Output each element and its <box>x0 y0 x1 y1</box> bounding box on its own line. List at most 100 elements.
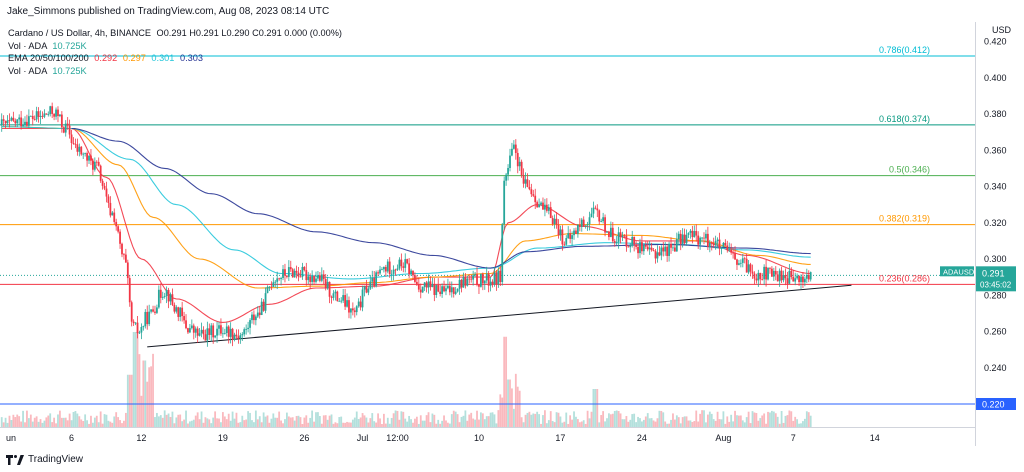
candle-body <box>561 229 564 245</box>
candle-body <box>757 272 760 281</box>
candle-body <box>93 161 96 170</box>
volume-bar <box>39 419 42 427</box>
scale-settings-area[interactable] <box>976 428 1024 447</box>
volume-bar <box>18 416 21 427</box>
candle-body <box>76 144 79 152</box>
volume-bar <box>414 418 416 427</box>
candle-body <box>573 230 575 236</box>
plot-area[interactable] <box>0 55 975 427</box>
volume-bar <box>658 410 661 427</box>
candle-body <box>351 308 354 311</box>
volume-bar <box>625 416 628 427</box>
candle-body <box>55 109 57 117</box>
candle-body <box>338 300 341 302</box>
candle-body <box>751 271 754 274</box>
candle-body <box>641 242 643 252</box>
volume-bar <box>216 418 218 427</box>
volume-bar <box>786 415 789 427</box>
legend-volume-row[interactable]: Vol · ADA 10.725K <box>8 40 342 53</box>
volume-bar <box>491 412 494 427</box>
candle-body <box>497 270 500 285</box>
candle-body <box>317 275 319 279</box>
candle-body <box>584 225 587 227</box>
candle-body <box>342 295 345 301</box>
candle-body <box>454 291 457 294</box>
candle-body <box>59 114 61 117</box>
candle-body <box>171 294 174 305</box>
candle-body <box>551 218 554 225</box>
volume-bar <box>452 410 455 427</box>
volume-bar <box>179 414 182 427</box>
candles[interactable] <box>0 102 812 347</box>
volume-bar <box>101 423 104 427</box>
volume-bar <box>412 422 414 427</box>
candle-body <box>27 116 30 126</box>
volume-bar <box>194 415 197 427</box>
volume-bar <box>571 419 573 427</box>
candle-body <box>516 152 519 167</box>
candle-body <box>450 287 453 293</box>
candle-body <box>778 270 781 282</box>
legend-ema-row[interactable]: EMA 20/50/100/200 0.292 0.297 0.301 0.30… <box>8 52 342 65</box>
volume-bar <box>97 422 100 427</box>
volume-bar <box>295 416 298 427</box>
candle-body <box>66 123 69 126</box>
volume-bar <box>410 419 412 427</box>
candle-body <box>249 320 251 328</box>
candle-body <box>361 289 364 308</box>
candle-body <box>441 286 443 295</box>
candle-body <box>394 269 397 271</box>
candle-body <box>177 307 180 317</box>
volume-bar <box>598 422 601 427</box>
volume-bar <box>419 415 422 427</box>
volume-bar <box>78 416 81 427</box>
volume-bar <box>509 379 511 427</box>
candle-body <box>687 232 690 235</box>
candle-body <box>604 217 606 233</box>
volume-bar <box>439 423 442 427</box>
candle-body <box>480 273 482 287</box>
volume-bar <box>526 412 529 427</box>
volume-bar <box>202 422 205 427</box>
candle-body <box>45 113 48 115</box>
candle-body <box>350 308 352 313</box>
volume-bar <box>480 412 482 427</box>
candle-body <box>64 123 67 133</box>
footer-branding[interactable]: TradingView <box>6 454 83 465</box>
candle-body <box>466 278 469 286</box>
candle-body <box>788 270 791 284</box>
ema-line[interactable] <box>1 126 811 280</box>
ema-line[interactable] <box>71 127 811 269</box>
candle-body <box>575 230 577 234</box>
x-tick-label: 12 <box>136 433 146 443</box>
volume-bar <box>699 413 702 427</box>
volume-bar <box>363 415 366 427</box>
volume-bar <box>318 416 321 427</box>
ema-line[interactable] <box>1 127 811 323</box>
volume-bar <box>749 423 752 427</box>
volume-bar <box>705 422 707 427</box>
candle-body <box>254 316 257 321</box>
candle-body <box>470 278 473 280</box>
volume-bar <box>448 423 451 427</box>
candle-body <box>499 270 502 283</box>
candle-body <box>637 246 639 254</box>
legend-volume2-row[interactable]: Vol · ADA 10.725K <box>8 65 342 78</box>
volume-bar <box>648 418 651 427</box>
volume-bar <box>119 420 121 427</box>
candle-body <box>142 326 145 327</box>
candle-body <box>670 243 672 248</box>
volume-bar <box>185 410 187 427</box>
volume-bar <box>152 353 154 427</box>
volume-bar <box>796 419 799 427</box>
support-trendline[interactable] <box>147 284 852 348</box>
candle-body <box>439 291 442 295</box>
y-tick-label: 0.360 <box>984 145 1007 155</box>
volume-bar <box>328 415 331 427</box>
ema-line[interactable] <box>1 126 811 289</box>
volume-bar <box>64 417 67 427</box>
candle-body <box>334 291 337 294</box>
candle-body <box>456 288 459 292</box>
volume-bar <box>220 422 222 427</box>
